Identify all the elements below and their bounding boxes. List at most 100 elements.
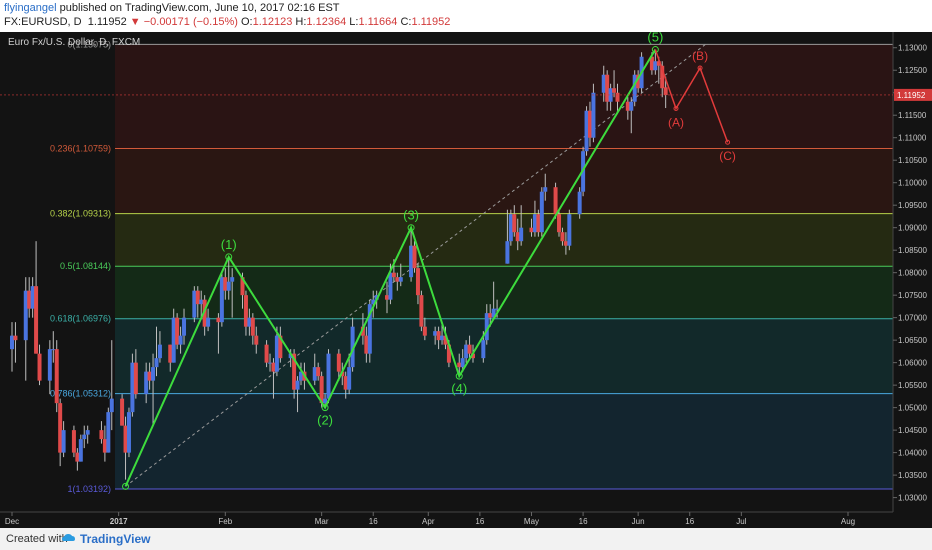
open-value: 1.12123 <box>252 16 293 28</box>
candle-body <box>515 232 520 242</box>
time-tick-label: Dec <box>5 517 19 526</box>
corrective-wave-label: (B) <box>692 49 708 63</box>
candle-body <box>625 101 630 111</box>
candle-body <box>157 344 162 359</box>
price-tick-label: 1.11500 <box>898 111 927 120</box>
price-tick-label: 1.06000 <box>898 359 927 368</box>
candle-body <box>106 412 111 453</box>
candle-body <box>13 335 18 341</box>
tradingview-cloud-icon <box>62 534 75 541</box>
price-tick-label: 1.04000 <box>898 449 927 458</box>
candle-body <box>460 358 465 368</box>
fib-level-label: 0.618(1.06976) <box>50 314 111 324</box>
price-tick-label: 1.07000 <box>898 314 927 323</box>
candle-body <box>608 88 613 102</box>
candle-body <box>326 353 331 399</box>
symbol-label: FX:EURUSD, D <box>4 16 82 28</box>
fib-level-label: 0.382(1.09313) <box>50 209 111 219</box>
high-value: 1.12364 <box>306 16 347 28</box>
candle-body <box>367 304 372 354</box>
price-tick-label: 1.07500 <box>898 291 927 300</box>
close-value: 1.11952 <box>411 16 451 28</box>
candle-body <box>182 317 187 336</box>
price-tick-label: 1.13000 <box>898 44 927 53</box>
candle-body <box>123 425 128 453</box>
candle-body <box>567 214 572 246</box>
candle-body <box>85 430 90 435</box>
candle-body <box>557 214 562 233</box>
wave-label: (5) <box>647 32 663 45</box>
candle-body <box>147 371 152 381</box>
price-tick-label: 1.08000 <box>898 269 927 278</box>
candle-body <box>219 277 224 323</box>
fib-zone <box>115 393 893 489</box>
candle-body <box>47 349 52 381</box>
tradingview-brand[interactable]: TradingView <box>80 532 151 546</box>
candle-body <box>268 362 273 364</box>
candle-body <box>133 362 138 395</box>
candle-body <box>292 353 297 390</box>
low-label: L: <box>349 16 359 28</box>
fib-zone <box>115 44 893 149</box>
candle-body <box>422 326 427 336</box>
time-tick-label: Jul <box>736 517 746 526</box>
candle-body <box>632 74 637 102</box>
candle-body <box>130 362 135 413</box>
candle-body <box>271 362 276 372</box>
price-tick-label: 1.09000 <box>898 224 927 233</box>
fib-level-label: 1(1.03192) <box>67 484 111 494</box>
price-tick-label: 1.03000 <box>898 494 927 503</box>
candle-body <box>495 308 500 310</box>
candle-body <box>491 308 496 318</box>
candle-body <box>481 340 486 359</box>
candle-body <box>254 335 259 345</box>
author-link[interactable]: flyingangel <box>4 2 57 14</box>
candle-body <box>660 65 665 89</box>
candle-body <box>636 74 641 89</box>
candle-body <box>319 376 324 404</box>
wave-point <box>321 404 329 412</box>
candle-body <box>415 268 420 296</box>
candle-body <box>336 353 341 372</box>
candle-body <box>464 344 469 359</box>
candle-body <box>216 317 221 323</box>
fib-level-label: 0.786(1.05312) <box>50 389 111 399</box>
candle-body <box>61 430 66 453</box>
candle-body <box>99 430 104 440</box>
candle-body <box>151 367 156 381</box>
candle-body <box>199 299 204 305</box>
candle-body <box>560 232 565 242</box>
candle-body <box>553 187 558 215</box>
candle-body <box>27 290 32 309</box>
candle-body <box>23 290 28 341</box>
candle-body <box>168 344 173 363</box>
candle-body <box>51 349 56 351</box>
candle-body <box>323 398 328 404</box>
fibonacci-retracement: 1(1.03192) 0.786(1.05312) 0.618(1.06976) 0.… <box>50 39 893 494</box>
wave-label: (1) <box>221 237 237 252</box>
time-tick-label: Apr <box>422 517 435 526</box>
candle-body <box>37 353 42 381</box>
candle-body <box>391 272 396 278</box>
candle-body <box>653 61 658 71</box>
price-chart[interactable]: 1(1.03192) 0.786(1.05312) 0.618(1.06976) 0.… <box>0 32 932 528</box>
candle-body <box>629 101 634 111</box>
candle-body <box>144 371 149 395</box>
candle-body <box>563 241 568 246</box>
time-tick-label: May <box>524 517 539 526</box>
candle-body <box>109 398 114 413</box>
footer: Created with TradingView <box>0 528 932 550</box>
last-price-tag <box>894 88 932 101</box>
candle-body <box>202 299 207 327</box>
candle-body <box>543 187 548 192</box>
candle-body <box>612 88 617 93</box>
wave-point <box>651 46 659 54</box>
candle-body <box>298 371 303 381</box>
candle-body <box>467 344 472 354</box>
time-tick-label: 16 <box>369 517 378 526</box>
candle-body <box>343 376 348 390</box>
candle-body <box>649 56 654 71</box>
candle-body <box>505 241 510 264</box>
candle-body <box>512 214 517 233</box>
candle-body <box>82 434 87 440</box>
